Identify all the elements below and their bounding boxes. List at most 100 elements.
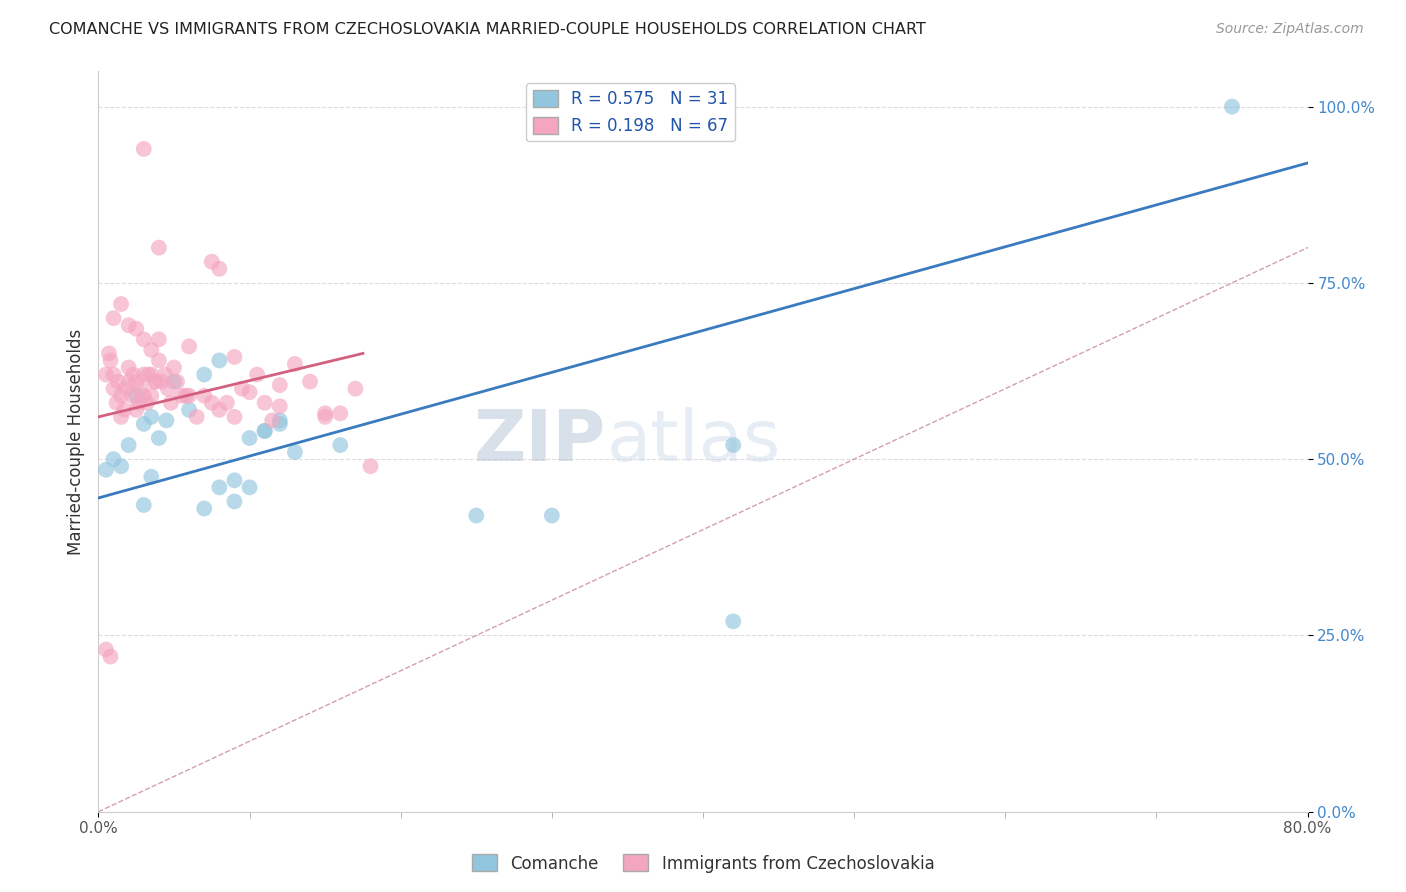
Point	[344, 382, 367, 396]
Point	[201, 254, 224, 268]
Point	[360, 459, 382, 474]
Point	[121, 389, 143, 403]
Point	[125, 322, 148, 336]
Point	[179, 402, 201, 417]
Point	[208, 261, 231, 276]
Point	[208, 480, 231, 494]
Point	[224, 409, 246, 424]
Point	[262, 413, 284, 427]
Point	[208, 353, 231, 368]
Point	[110, 409, 132, 424]
Point	[269, 399, 291, 413]
Point	[246, 368, 269, 382]
Point	[103, 382, 125, 396]
Point	[540, 508, 562, 523]
Point	[100, 649, 122, 664]
Point	[148, 332, 170, 346]
Point	[141, 389, 163, 403]
Point	[215, 396, 238, 410]
Point	[193, 501, 215, 516]
Point	[284, 445, 307, 459]
Point	[269, 417, 291, 431]
Point	[329, 438, 352, 452]
Point	[103, 311, 125, 326]
Point	[269, 378, 291, 392]
Legend: Comanche, Immigrants from Czechoslovakia: Comanche, Immigrants from Czechoslovakia	[465, 847, 941, 880]
Point	[110, 389, 132, 403]
Point	[179, 389, 201, 403]
Point	[208, 402, 231, 417]
Point	[132, 142, 155, 156]
Point	[239, 385, 262, 400]
Point	[465, 508, 488, 523]
Point	[153, 368, 176, 382]
Point	[107, 375, 129, 389]
Text: atlas: atlas	[606, 407, 780, 476]
Point	[100, 353, 122, 368]
Point	[239, 431, 262, 445]
Point	[141, 409, 163, 424]
Text: ZIP: ZIP	[474, 407, 606, 476]
Point	[103, 368, 125, 382]
Point	[148, 241, 170, 255]
Point	[1220, 100, 1243, 114]
Point	[156, 382, 179, 396]
Point	[132, 498, 155, 512]
Point	[179, 339, 201, 353]
Point	[141, 343, 163, 357]
Point	[94, 368, 117, 382]
Point	[132, 389, 155, 403]
Point	[253, 424, 276, 438]
Point	[174, 389, 197, 403]
Text: Source: ZipAtlas.com: Source: ZipAtlas.com	[1216, 22, 1364, 37]
Point	[723, 438, 745, 452]
Point	[122, 368, 145, 382]
Point	[314, 406, 336, 420]
Point	[125, 375, 148, 389]
Point	[135, 396, 157, 410]
Point	[94, 463, 117, 477]
Point	[125, 402, 148, 417]
Point	[145, 375, 167, 389]
Point	[269, 413, 291, 427]
Point	[224, 494, 246, 508]
Point	[314, 409, 336, 424]
Point	[193, 389, 215, 403]
Point	[141, 368, 163, 382]
Point	[141, 470, 163, 484]
Point	[723, 615, 745, 629]
Point	[329, 406, 352, 420]
Point	[166, 375, 188, 389]
Point	[132, 417, 155, 431]
Point	[253, 396, 276, 410]
Point	[110, 297, 132, 311]
Point	[155, 413, 177, 427]
Point	[253, 424, 276, 438]
Point	[224, 473, 246, 487]
Point	[105, 396, 128, 410]
Point	[163, 360, 186, 375]
Point	[143, 375, 166, 389]
Legend: R = 0.575   N = 31, R = 0.198   N = 67: R = 0.575 N = 31, R = 0.198 N = 67	[526, 83, 735, 142]
Point	[148, 353, 170, 368]
Point	[129, 382, 152, 396]
Point	[118, 318, 141, 333]
Point	[132, 332, 155, 346]
Point	[160, 396, 183, 410]
Point	[103, 452, 125, 467]
Point	[231, 382, 253, 396]
Point	[186, 409, 208, 424]
Point	[163, 375, 186, 389]
Point	[201, 396, 224, 410]
Text: COMANCHE VS IMMIGRANTS FROM CZECHOSLOVAKIA MARRIED-COUPLE HOUSEHOLDS CORRELATION: COMANCHE VS IMMIGRANTS FROM CZECHOSLOVAK…	[49, 22, 927, 37]
Point	[148, 431, 170, 445]
Point	[128, 396, 150, 410]
Point	[170, 389, 193, 403]
Point	[110, 459, 132, 474]
Point	[114, 382, 136, 396]
Point	[136, 368, 159, 382]
Point	[118, 360, 141, 375]
Point	[193, 368, 215, 382]
Point	[94, 642, 117, 657]
Point	[118, 375, 141, 389]
